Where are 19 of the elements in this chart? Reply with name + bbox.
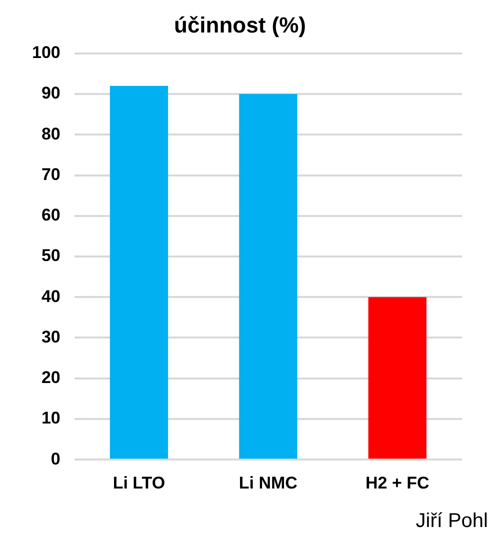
y-tick-label: 80 <box>41 124 60 144</box>
y-tick-label: 50 <box>41 246 60 266</box>
y-tick-label: 40 <box>41 286 60 306</box>
y-tick-label: 70 <box>41 164 60 184</box>
y-tick-label: 60 <box>41 206 60 225</box>
x-tick-label: H2 + FC <box>366 473 430 492</box>
chart-title: účinnost (%) <box>174 12 306 38</box>
y-tick-label: 100 <box>32 43 60 62</box>
y-tick-label: 30 <box>41 327 60 346</box>
y-tick-label: 0 <box>50 449 60 468</box>
x-tick-label: Li NMC <box>238 473 298 492</box>
text: Jiří Pohl <box>414 510 489 533</box>
y-tick-label: 20 <box>41 368 60 388</box>
bar <box>368 297 426 459</box>
x-tick-label: Li LTO <box>112 473 166 492</box>
y-tick-label: 90 <box>41 84 60 103</box>
bar <box>110 86 168 459</box>
y-tick-label: 10 <box>41 408 60 428</box>
bar <box>239 94 298 459</box>
